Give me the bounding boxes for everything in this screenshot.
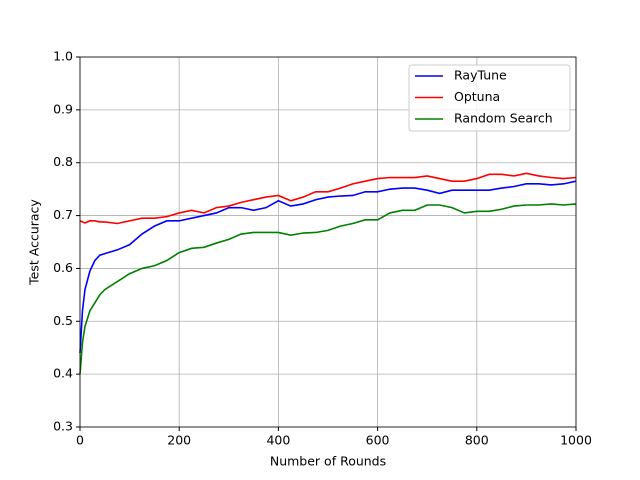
- x-tick-label: 1000: [560, 433, 592, 448]
- y-tick-label: 1.0: [53, 49, 73, 64]
- y-axis-label: Test Accuracy: [27, 199, 42, 286]
- y-tick-label: 0.8: [53, 154, 73, 169]
- legend-box: [408, 64, 571, 132]
- x-axis-label: Number of Rounds: [270, 454, 386, 469]
- data-line: [79, 172, 577, 225]
- y-tick-label: 0.5: [53, 313, 73, 328]
- legend-label: RayTune: [454, 68, 507, 83]
- plot-frame: [79, 56, 577, 428]
- y-tick-label: 0.6: [53, 260, 73, 275]
- x-tick-label: 800: [465, 433, 489, 448]
- data-line: [79, 180, 577, 354]
- legend-label: Random Search: [454, 111, 553, 126]
- x-tick-label: 200: [167, 433, 191, 448]
- legend-label: Optuna: [454, 89, 500, 104]
- y-tick-label: 0.9: [53, 101, 73, 116]
- data-line: [79, 203, 577, 375]
- y-tick-label: 0.3: [53, 419, 73, 434]
- y-tick-label: 0.7: [53, 207, 73, 222]
- y-tick-label: 0.4: [53, 366, 73, 381]
- x-tick-label: 600: [366, 433, 390, 448]
- x-tick-label: 400: [266, 433, 290, 448]
- x-tick-label: 0: [76, 433, 84, 448]
